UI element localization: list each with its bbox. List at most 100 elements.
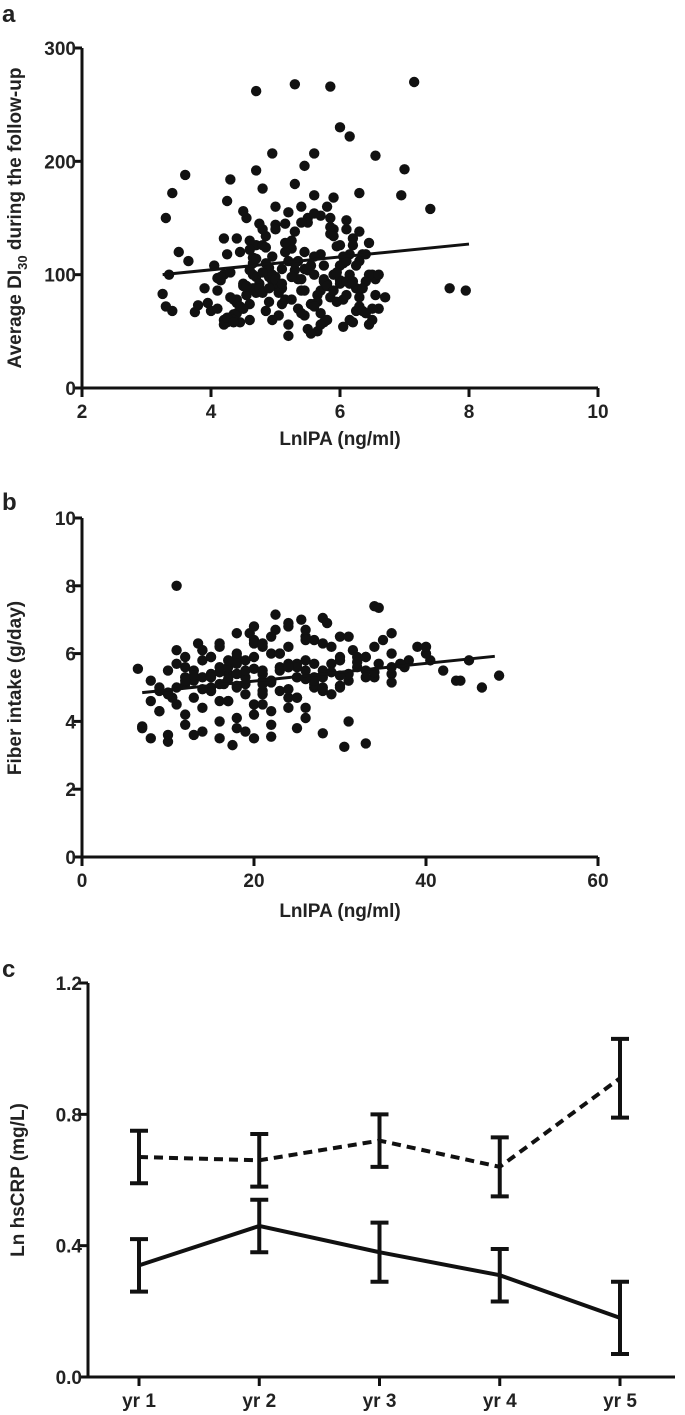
data-point (283, 319, 294, 330)
data-point (260, 305, 272, 317)
data-point (238, 303, 249, 314)
data-point (291, 722, 303, 734)
data-point (223, 695, 234, 707)
data-point (266, 631, 277, 642)
panel-b-fit-line (142, 654, 495, 695)
data-point (309, 634, 320, 646)
data-point (244, 235, 255, 246)
data-point (321, 617, 333, 629)
data-point (354, 226, 365, 237)
data-point (167, 187, 178, 199)
data-point (248, 621, 260, 632)
panel-a-y-axis-label: Average DI30 during the follow-up (5, 68, 30, 369)
data-point (276, 263, 288, 275)
data-point (360, 738, 371, 749)
data-point (241, 280, 252, 292)
y-tick-label: 100 (44, 266, 76, 287)
data-point (266, 719, 277, 730)
series-solid (130, 1197, 629, 1357)
y-tick-label: 200 (44, 152, 76, 173)
data-point (420, 641, 432, 653)
y-tick-label: 0.0 (56, 1368, 82, 1389)
data-point (370, 289, 381, 301)
data-point (231, 658, 242, 669)
y-tick-label: 1.2 (56, 974, 82, 995)
data-point (315, 319, 326, 330)
data-point (221, 249, 233, 260)
data-point (238, 206, 249, 217)
data-point (386, 648, 397, 659)
y-tick-label: 0.8 (56, 1105, 82, 1126)
data-point (228, 317, 239, 328)
data-point (326, 689, 337, 700)
data-point (244, 244, 255, 255)
data-point (145, 675, 156, 686)
data-point (266, 706, 277, 717)
data-point (214, 695, 225, 707)
data-point (331, 267, 342, 278)
data-point (223, 655, 234, 666)
data-point (231, 712, 242, 724)
data-point (296, 285, 307, 296)
data-point (347, 240, 359, 251)
data-point (162, 665, 174, 676)
data-point (160, 301, 172, 312)
data-point (283, 617, 294, 629)
x-tick-label: 40 (415, 871, 436, 892)
data-point (154, 706, 165, 717)
data-point (250, 165, 262, 176)
data-point (317, 682, 328, 693)
data-point (338, 321, 349, 332)
data-point (325, 212, 336, 224)
data-point (386, 677, 397, 688)
data-point (227, 739, 238, 751)
x-tick-label: 20 (243, 871, 264, 892)
data-point (250, 253, 262, 264)
data-point (248, 699, 260, 710)
y-tick-label: 2 (65, 780, 76, 801)
panel-a-y-label-rest: during the follow-up (5, 68, 26, 256)
data-point (334, 240, 346, 251)
data-point (221, 195, 233, 207)
panel-b-y-axis-label: Fiber intake (g/day) (5, 601, 26, 775)
y-tick-label: 0.4 (56, 1237, 83, 1258)
data-point (289, 226, 301, 237)
panel-c-ticks: yr 1 yr 2 yr 3 yr 4 yr 5 0.0 0.4 0.8 1.2 (56, 974, 638, 1412)
x-tick-label: 6 (335, 402, 346, 423)
data-point (192, 300, 204, 311)
data-point (248, 651, 260, 663)
data-point (231, 233, 242, 244)
data-point (283, 702, 294, 714)
data-point (321, 201, 333, 212)
data-point (334, 631, 346, 642)
error-bar (611, 1279, 629, 1357)
data-point (205, 685, 217, 697)
data-point (309, 658, 320, 669)
data-point (180, 719, 191, 730)
panel-a-x-axis-label: LnIPA (ng/ml) (279, 429, 400, 450)
data-point (180, 675, 191, 686)
data-point (341, 255, 352, 267)
data-point (369, 641, 380, 653)
data-point (240, 665, 251, 676)
panel-b-points (132, 580, 505, 753)
data-point (263, 283, 275, 294)
data-point (276, 278, 288, 289)
x-tick-label: 8 (464, 402, 475, 423)
x-tick-label: yr 2 (242, 1391, 276, 1412)
panel-c: c yr 1 yr 2 yr 3 yr 4 yr 5 0.0 0.4 0.8 1.2 Ln hs… (2, 956, 675, 1412)
panel-a-y-label-subscript: 30 (15, 255, 30, 269)
data-point (257, 267, 268, 278)
panel-a-points (157, 76, 471, 342)
data-point (363, 237, 375, 249)
error-bar (611, 1036, 629, 1120)
data-point (331, 296, 342, 308)
data-point (132, 663, 144, 675)
data-point (218, 233, 230, 244)
error-bar (490, 1246, 509, 1304)
data-point (183, 255, 194, 267)
data-point (412, 641, 423, 653)
data-point (363, 319, 375, 330)
